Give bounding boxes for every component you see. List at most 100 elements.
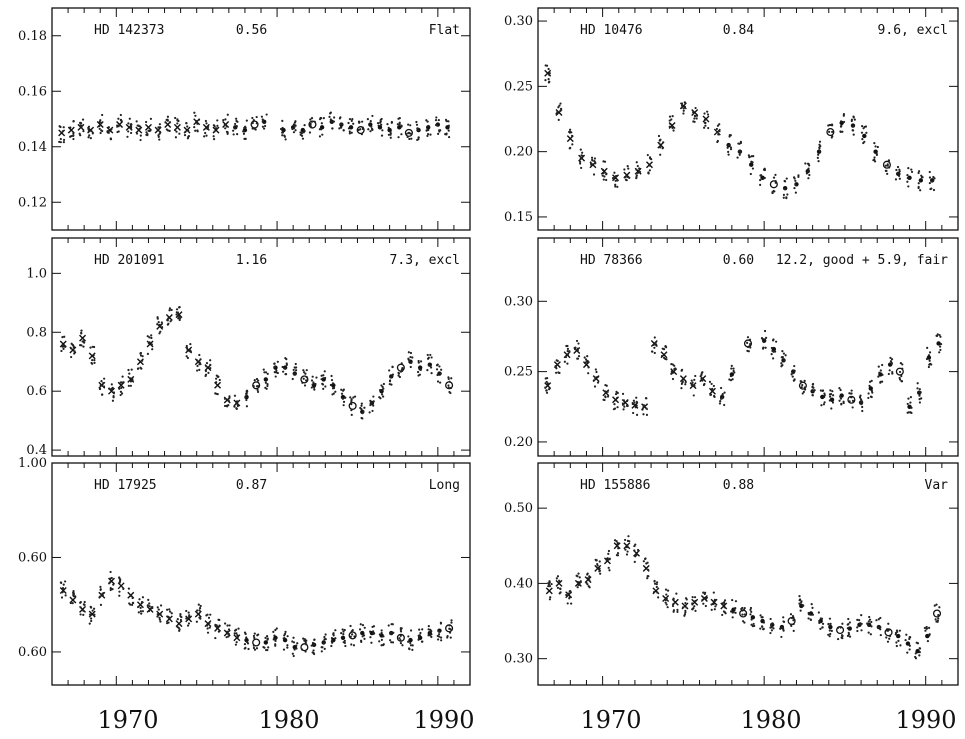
data-point-dot (158, 616, 161, 619)
data-point-dot (223, 397, 227, 400)
data-point-dot (682, 107, 685, 110)
data-point-dot (851, 129, 854, 132)
data-point-dot (380, 638, 383, 641)
data-point-dot (559, 107, 563, 110)
data-point-dot (798, 602, 801, 605)
data-point-dot (338, 127, 341, 130)
data-point-dot (226, 630, 229, 633)
data-point-dot (425, 129, 428, 132)
data-point-dot (729, 610, 733, 613)
data-point-dot (547, 67, 550, 71)
data-point-dot (631, 402, 634, 406)
data-point-dot (811, 394, 814, 397)
data-point-dot (841, 130, 844, 133)
data-point-dot (557, 118, 560, 121)
data-point-dot (69, 347, 73, 350)
data-point-dot (623, 538, 627, 542)
data-point-dot (116, 124, 119, 127)
data-point-dot (111, 588, 114, 591)
data-point-dot (654, 343, 658, 346)
data-point-dot (925, 357, 929, 361)
data-point-dot (643, 557, 647, 561)
data-point-dot (723, 606, 726, 609)
data-point-dot (119, 113, 122, 117)
data-point-dot (110, 387, 113, 391)
data-point-dot (576, 586, 579, 589)
data-point-dot (557, 106, 560, 109)
data-point-dot (417, 634, 420, 637)
data-point (895, 367, 904, 376)
data-point-dot (545, 380, 548, 384)
data-point-dot (178, 317, 182, 320)
data-point-dot (411, 644, 414, 647)
data-point-dot (780, 626, 784, 629)
data-point-dot (390, 383, 393, 386)
data-point-dot (360, 402, 363, 405)
data-point-dot (792, 629, 795, 632)
data-point-dot (166, 622, 169, 625)
data-point-dot (208, 621, 211, 624)
data-point (348, 631, 357, 640)
data-point-dot (150, 336, 153, 340)
data-point-dot (644, 397, 648, 400)
data-point-dot (369, 130, 372, 133)
data-point-dot (407, 351, 410, 354)
data-point-dot (264, 381, 267, 384)
data-point-dot (570, 602, 573, 605)
data-point-dot (601, 168, 605, 171)
data-point-dot (170, 612, 173, 615)
data-point-dot (786, 193, 789, 196)
data-point-dot (928, 351, 932, 354)
data-point-dot (61, 130, 65, 133)
data-point-dot (839, 388, 842, 392)
data-point-dot (577, 342, 580, 345)
data-point-dot (616, 552, 620, 555)
data-point-dot (681, 380, 684, 383)
data-point-dot (417, 129, 420, 132)
data-point-dot (198, 362, 201, 365)
data-point-dot (683, 105, 687, 108)
data-point-dot (93, 613, 96, 616)
data-point-dot (873, 160, 877, 163)
data-point-dot (593, 157, 597, 160)
data-point-dot (746, 349, 749, 352)
data-point-dot (782, 193, 786, 196)
data-point-dot (235, 400, 239, 403)
data-point-dot (810, 603, 813, 606)
data-point-dot (70, 355, 73, 359)
data-point-dot (63, 335, 66, 338)
data-point-dot (585, 360, 588, 363)
data-point-dot (324, 385, 327, 388)
data-point-dot (299, 131, 302, 134)
data-point-dot (575, 339, 579, 343)
data-point-dot (749, 608, 752, 611)
data-point-dot (312, 381, 315, 384)
data-point-dot (263, 124, 267, 128)
y-tick-label: 0.40 (504, 576, 533, 591)
data-point-dot (681, 606, 685, 609)
data-point-dot (721, 392, 724, 396)
data-point (263, 377, 269, 382)
data-point (760, 175, 765, 180)
data-point-dot (605, 173, 608, 176)
data-point-dot (656, 591, 659, 594)
data-point-dot (873, 142, 876, 145)
data-point-dot (690, 379, 693, 382)
data-point-dot (188, 616, 192, 619)
data-point-dot (331, 393, 334, 396)
data-point-dot (605, 384, 608, 387)
data-point-dot (808, 173, 811, 177)
data-point (144, 123, 152, 131)
data-point-dot (291, 127, 294, 131)
data-point-dot (655, 583, 658, 586)
data-point-dot (283, 367, 287, 370)
data-point-dot (236, 120, 239, 123)
data-point-dot (664, 598, 667, 602)
data-point-dot (718, 123, 721, 126)
data-point-dot (352, 122, 355, 125)
data-point-dot (366, 118, 369, 121)
data-point-dot (141, 596, 145, 599)
data-point-dot (933, 604, 936, 607)
data-point-dot (261, 125, 264, 128)
data-point-dot (283, 134, 286, 137)
